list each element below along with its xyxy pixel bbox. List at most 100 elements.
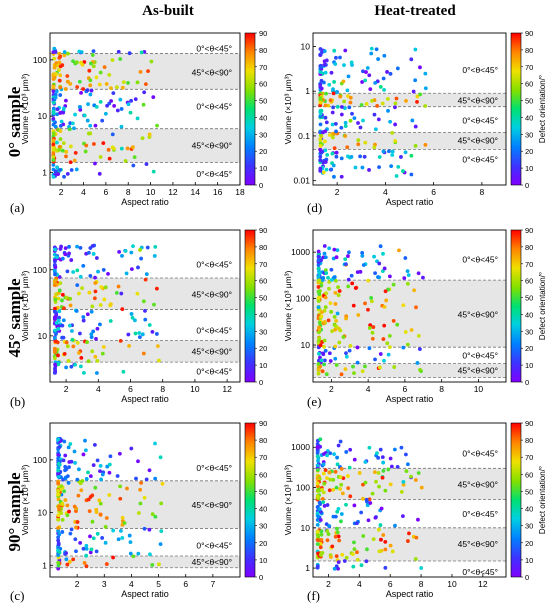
band-1	[50, 278, 240, 310]
data-point	[94, 75, 99, 80]
data-point	[331, 87, 335, 92]
data-point	[323, 305, 328, 310]
data-point	[352, 503, 357, 508]
data-point	[63, 98, 68, 103]
data-point	[60, 518, 65, 522]
y-tick-label: 100	[33, 265, 47, 275]
band-label: 45°<θ<90°	[192, 290, 232, 300]
data-point	[101, 345, 106, 349]
data-point	[315, 468, 320, 472]
data-point	[322, 344, 326, 349]
data-point	[318, 343, 323, 348]
colorbar-tick-label: 0	[259, 181, 263, 190]
data-point	[344, 502, 348, 507]
data-point	[373, 80, 378, 85]
data-point	[56, 542, 61, 547]
data-point	[89, 332, 94, 337]
band-label: 45°<θ<90°	[192, 141, 232, 151]
data-point	[104, 562, 109, 566]
data-point	[143, 308, 147, 313]
data-point	[407, 531, 411, 536]
band-label: 0°<θ<45°	[462, 350, 498, 360]
data-point	[58, 247, 63, 251]
data-point	[348, 447, 353, 452]
colorbar-tick-label: 60	[259, 277, 267, 286]
data-point	[380, 101, 385, 106]
data-point	[323, 468, 328, 473]
data-point	[90, 349, 95, 354]
band-label: 0°<θ<45°	[196, 260, 232, 270]
colorbar-tick-label: 90	[259, 29, 267, 38]
data-point	[337, 538, 342, 543]
data-point	[319, 108, 324, 113]
data-point	[132, 155, 137, 160]
data-point	[88, 274, 93, 278]
data-point	[388, 119, 392, 124]
panel-letter: (b)	[10, 394, 25, 409]
data-point	[58, 137, 63, 142]
data-point	[363, 480, 368, 485]
data-point	[403, 256, 408, 260]
data-point	[377, 155, 382, 159]
data-point	[117, 451, 122, 456]
data-point	[317, 330, 321, 335]
data-point	[333, 469, 338, 474]
colorbar-tick-label: 30	[259, 130, 267, 139]
data-point	[338, 439, 343, 444]
data-point	[365, 547, 369, 552]
data-point	[74, 549, 78, 554]
band-0	[50, 556, 240, 568]
data-point	[418, 92, 423, 97]
data-point	[391, 282, 396, 287]
data-point	[69, 364, 74, 369]
data-point	[57, 462, 62, 467]
colorbar	[244, 229, 256, 383]
x-tick-label: 2	[335, 187, 340, 197]
row-label-0: 0° sample	[5, 86, 24, 157]
data-point	[82, 113, 87, 118]
data-point	[57, 68, 61, 72]
data-point	[118, 496, 123, 501]
data-point	[320, 130, 325, 135]
colorbar-tick-label: 80	[525, 436, 533, 445]
data-point	[325, 476, 329, 480]
data-point	[392, 365, 397, 369]
data-point	[388, 71, 393, 76]
header-heat-treated: Heat-treated	[374, 3, 456, 19]
data-point	[58, 93, 63, 97]
data-point	[316, 254, 321, 259]
data-point	[110, 132, 115, 137]
y-tick-label: 10	[301, 340, 311, 350]
data-point	[79, 60, 83, 65]
data-point	[70, 329, 74, 333]
data-point	[52, 56, 57, 61]
data-point	[324, 120, 329, 125]
data-point	[51, 131, 56, 136]
panel-letter: (e)	[307, 394, 321, 409]
data-point	[323, 115, 328, 120]
data-point	[316, 289, 321, 294]
data-point	[415, 99, 419, 104]
data-point	[320, 551, 325, 555]
y-tick-label: 0.01	[293, 176, 310, 186]
data-point	[109, 86, 113, 91]
data-point	[53, 328, 57, 333]
data-point	[373, 271, 377, 276]
data-point	[142, 526, 147, 531]
data-point	[389, 464, 394, 469]
data-point	[53, 265, 58, 270]
colorbar-tick-label: 10	[259, 164, 267, 173]
data-point	[109, 302, 113, 307]
data-point	[116, 49, 121, 54]
data-point	[318, 47, 323, 51]
data-point	[315, 463, 320, 468]
data-point	[364, 497, 369, 502]
data-point	[106, 147, 111, 152]
colorbar	[510, 229, 522, 383]
data-point	[71, 270, 76, 274]
data-point	[340, 491, 345, 496]
data-point	[140, 332, 145, 337]
data-point	[57, 78, 62, 83]
panel-b: 0°<θ<45° 45°<θ<90° 0°<θ<45° 45°<θ<90° 0°<θ<4…	[10, 226, 267, 409]
band-label: 0°<θ<45°	[196, 366, 232, 376]
